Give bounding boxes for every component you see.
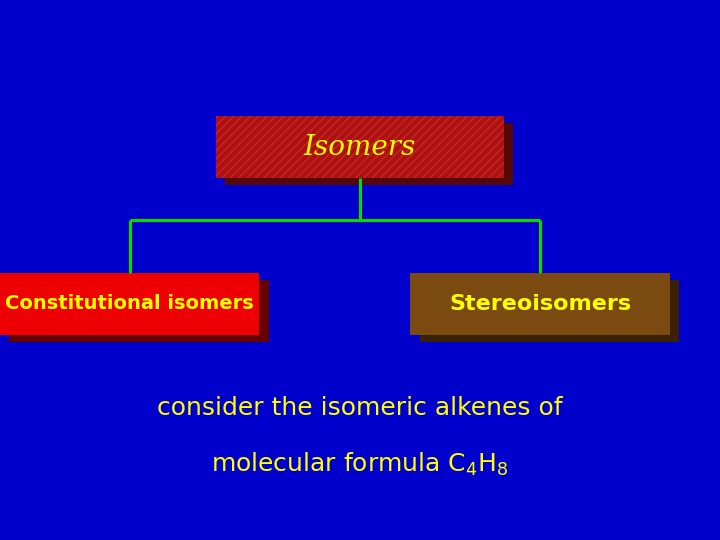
Text: Constitutional isomers: Constitutional isomers [5, 294, 254, 313]
FancyBboxPatch shape [420, 280, 679, 342]
Text: consider the isomeric alkenes of: consider the isomeric alkenes of [157, 396, 563, 420]
FancyBboxPatch shape [225, 123, 513, 185]
FancyBboxPatch shape [0, 273, 259, 335]
FancyBboxPatch shape [216, 116, 504, 178]
Text: Stereoisomers: Stereoisomers [449, 294, 631, 314]
FancyBboxPatch shape [410, 273, 670, 335]
Text: molecular formula $\mathregular{C_4H_8}$: molecular formula $\mathregular{C_4H_8}$ [212, 451, 508, 478]
Text: Isomers: Isomers [304, 133, 416, 160]
FancyBboxPatch shape [9, 280, 269, 342]
